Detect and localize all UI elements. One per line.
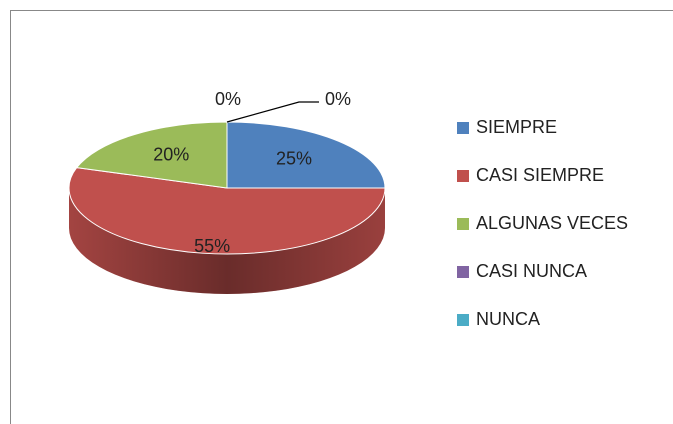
- legend-swatch: [457, 218, 469, 230]
- slice: [75, 121, 228, 189]
- legend-label: CASI SIEMPRE: [476, 165, 604, 185]
- legend-swatch: [457, 170, 469, 182]
- slice-side-shade: [69, 188, 385, 294]
- legend-label: NUNCA: [476, 309, 540, 329]
- legend: SIEMPRE CASI SIEMPRE ALGUNAS VECES CASI NUN…: [457, 117, 628, 329]
- legend-label: CASI NUNCA: [476, 261, 587, 281]
- legend-swatch: [457, 314, 469, 326]
- pie: 25% 55% 20% 0% 0%: [68, 89, 386, 294]
- data-label: 20%: [153, 145, 189, 165]
- legend-label: ALGUNAS VECES: [476, 213, 628, 233]
- data-label: 55%: [194, 236, 230, 256]
- slice: [226, 121, 386, 189]
- legend-swatch: [457, 266, 469, 278]
- data-label: 0%: [215, 89, 241, 109]
- data-label: 25%: [276, 149, 312, 169]
- leader-line: [226, 101, 319, 123]
- legend-swatch: [457, 122, 469, 134]
- legend-label: SIEMPRE: [476, 117, 557, 137]
- slice: [68, 167, 386, 255]
- data-label: 0%: [325, 89, 351, 109]
